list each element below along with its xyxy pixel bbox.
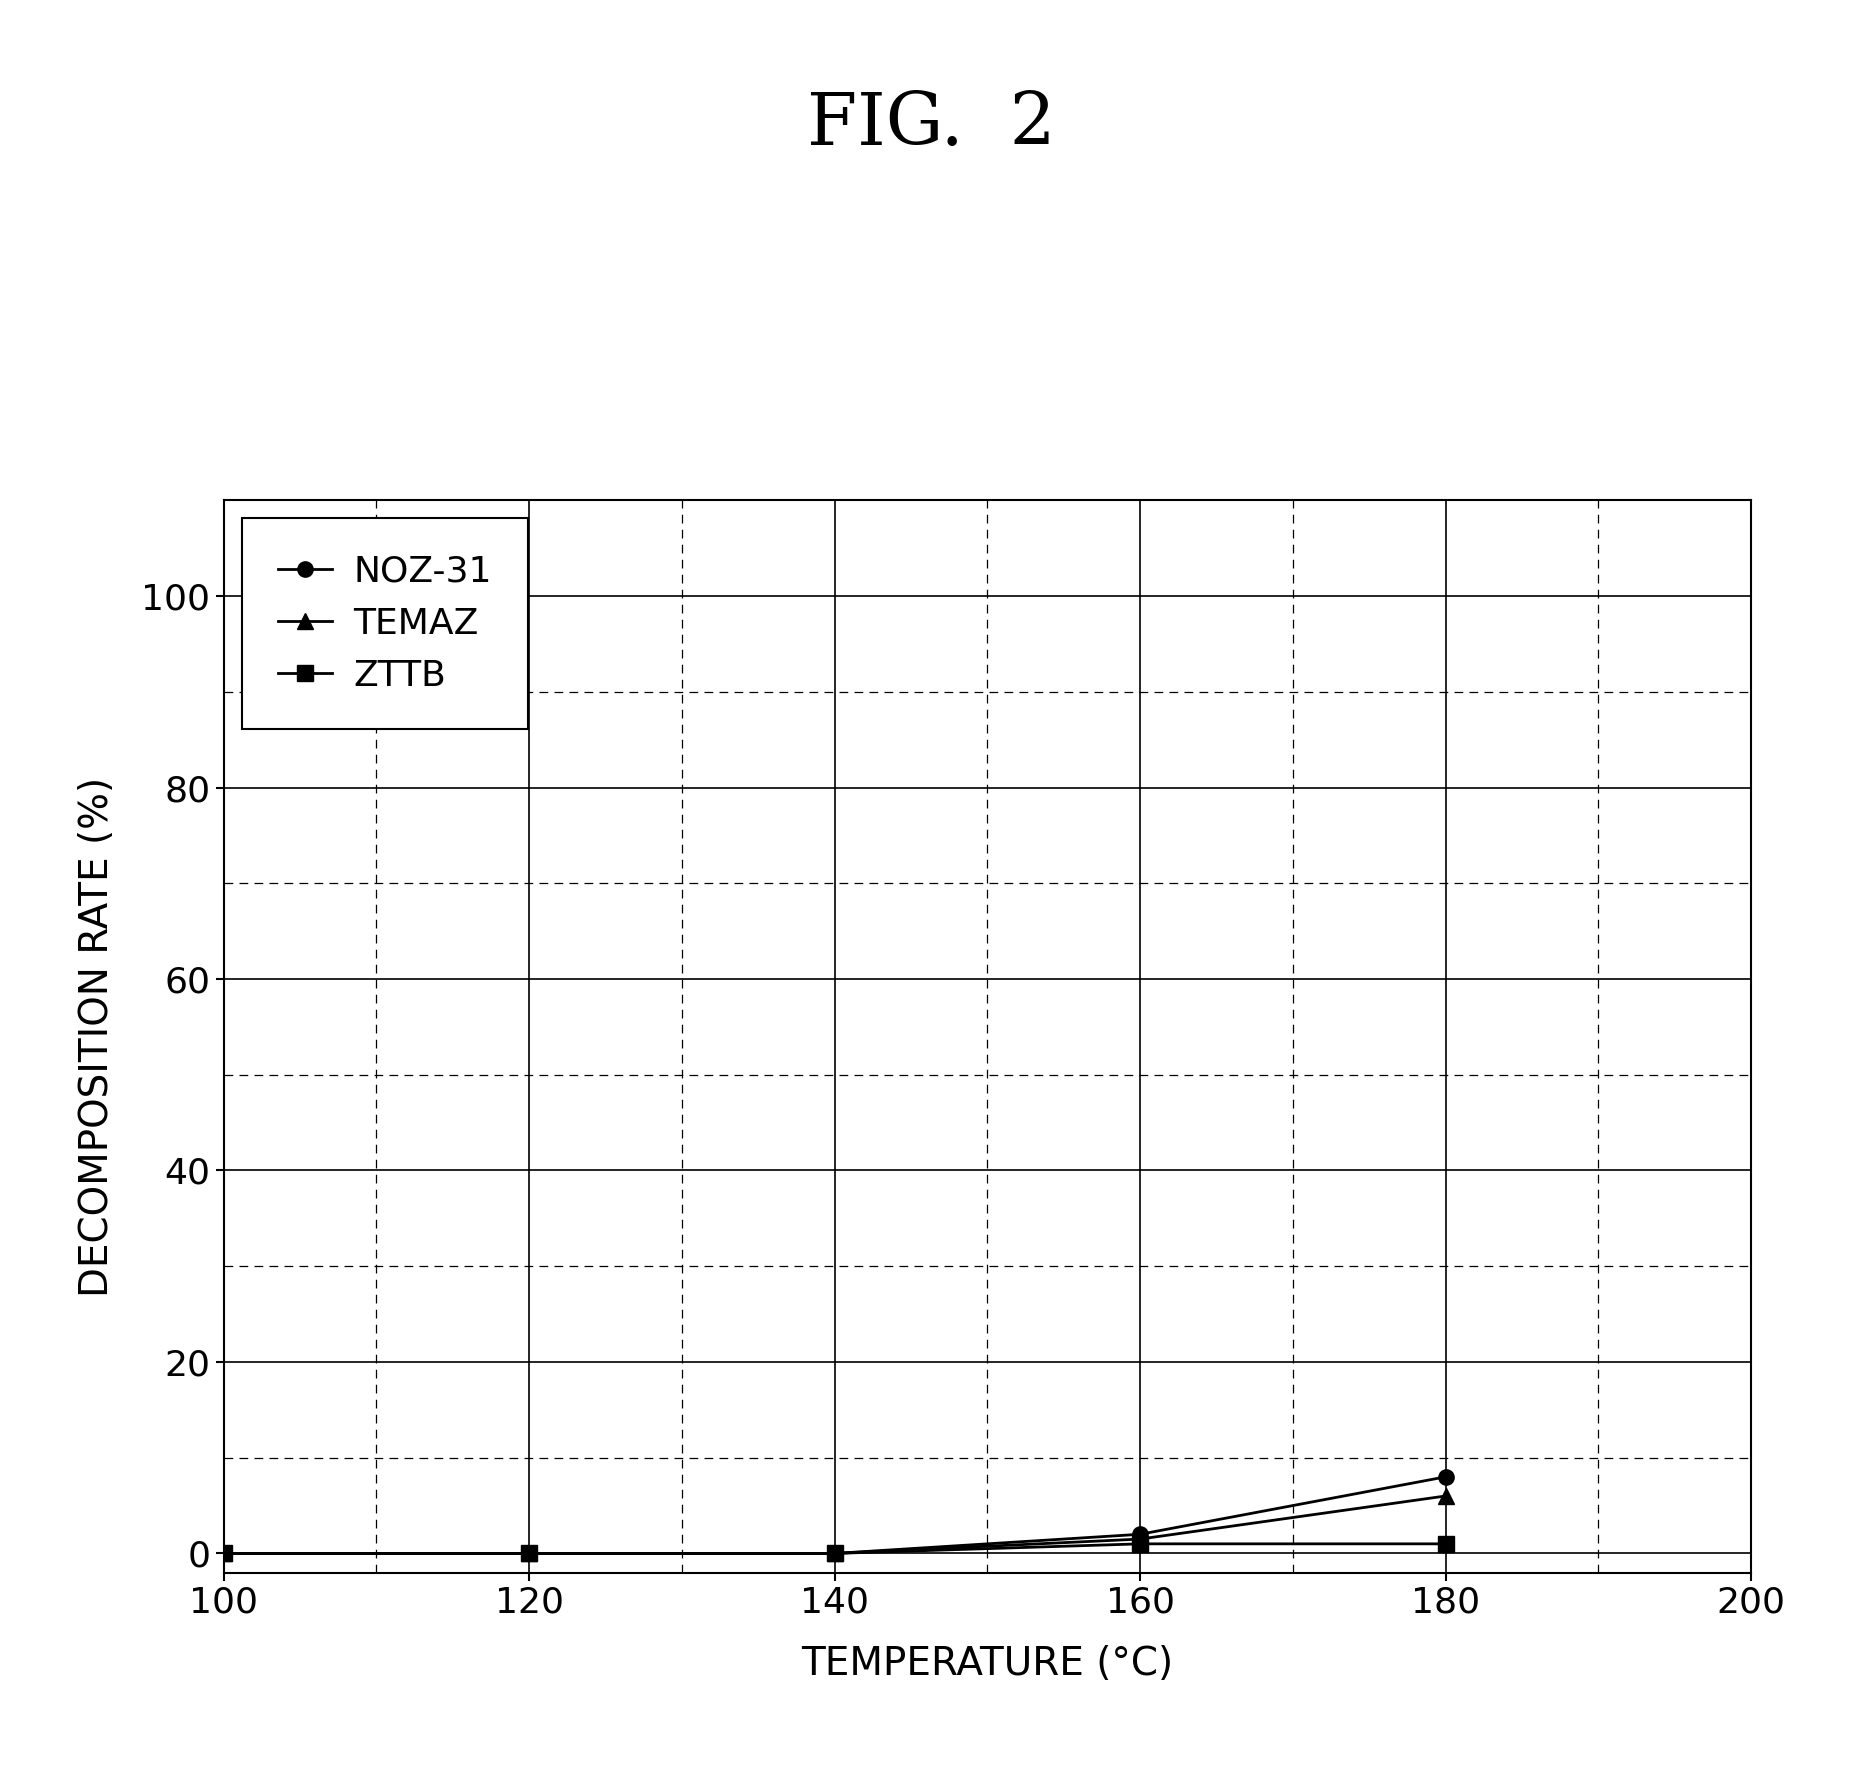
Line: TEMAZ: TEMAZ — [216, 1489, 1453, 1562]
Legend: NOZ-31, TEMAZ, ZTTB: NOZ-31, TEMAZ, ZTTB — [242, 518, 529, 729]
ZTTB — [1129, 1533, 1151, 1555]
TEMAZ — [212, 1542, 235, 1564]
TEMAZ — [823, 1542, 846, 1564]
ZTTB — [1435, 1533, 1457, 1555]
ZTTB — [823, 1542, 846, 1564]
NOZ-31 — [212, 1542, 235, 1564]
NOZ-31 — [1129, 1524, 1151, 1546]
NOZ-31 — [1435, 1465, 1457, 1487]
TEMAZ — [518, 1542, 540, 1564]
Text: FIG.  2: FIG. 2 — [807, 89, 1056, 161]
Line: NOZ-31: NOZ-31 — [216, 1469, 1453, 1562]
NOZ-31 — [518, 1542, 540, 1564]
TEMAZ — [1129, 1528, 1151, 1549]
TEMAZ — [1435, 1485, 1457, 1506]
ZTTB — [212, 1542, 235, 1564]
Line: ZTTB: ZTTB — [216, 1537, 1453, 1562]
X-axis label: TEMPERATURE (°C): TEMPERATURE (°C) — [801, 1644, 1174, 1683]
ZTTB — [518, 1542, 540, 1564]
NOZ-31 — [823, 1542, 846, 1564]
Y-axis label: DECOMPOSITION RATE (%): DECOMPOSITION RATE (%) — [78, 776, 116, 1297]
